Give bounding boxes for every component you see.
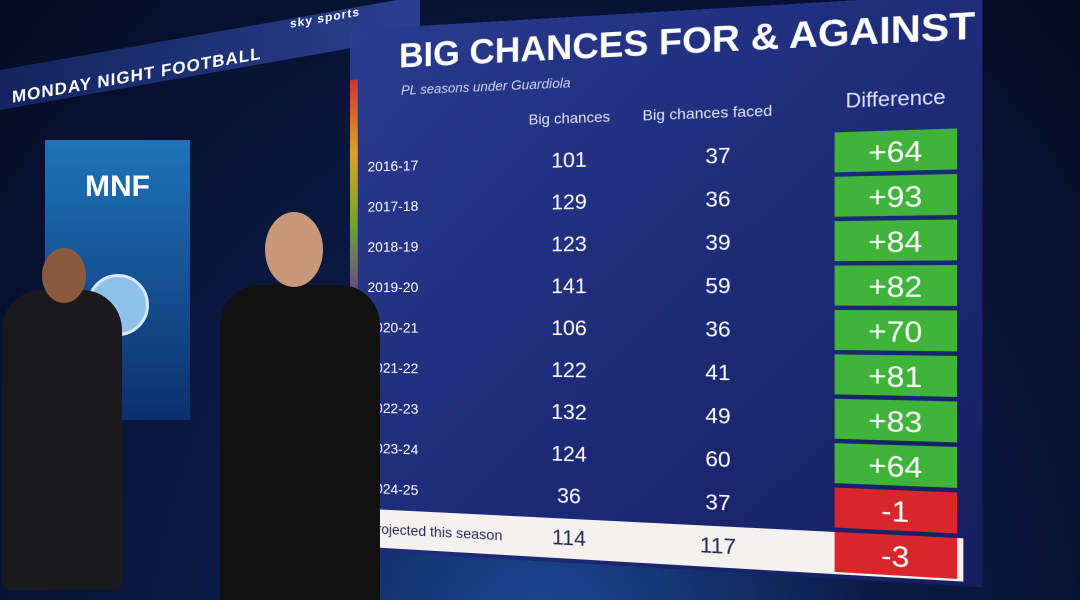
column-header: Big chances faced — [642, 101, 773, 124]
big-chances-faced: 49 — [705, 404, 731, 430]
pundit — [2, 290, 122, 590]
difference: +81 — [834, 354, 958, 397]
presenter-head — [265, 212, 323, 287]
presenter — [220, 285, 380, 600]
big-chances-faced: 117 — [699, 533, 737, 560]
difference: +83 — [834, 398, 958, 443]
accent-stripe — [350, 79, 358, 301]
big-chances-faced: 59 — [705, 274, 731, 299]
big-chances: 132 — [551, 400, 587, 425]
season-label: 2018-19 — [367, 238, 419, 255]
difference: +84 — [834, 219, 958, 262]
subtitle: PL seasons under Guardiola — [401, 74, 571, 98]
season-label: 2024-25 — [367, 479, 419, 499]
big-chances-faced: 37 — [705, 144, 731, 169]
channel: sky sports — [289, 4, 360, 31]
difference: +64 — [834, 128, 958, 173]
difference: +82 — [834, 264, 958, 306]
show-name: MONDAY NIGHT FOOTBALL — [12, 43, 262, 107]
difference: -1 — [834, 487, 958, 534]
column-header: Difference — [845, 85, 946, 113]
table-row: 2019-20 141 59 +82 — [360, 264, 964, 308]
big-chances: 124 — [551, 442, 587, 468]
big-chances-faced: 41 — [705, 361, 731, 386]
big-chances: 114 — [551, 526, 587, 552]
season-label: 2023-24 — [367, 439, 419, 458]
difference: +70 — [834, 309, 958, 352]
big-chances: 101 — [551, 148, 587, 173]
big-chances: 123 — [551, 233, 587, 257]
season-label: 2017-18 — [367, 197, 419, 215]
big-chances: 122 — [551, 359, 587, 383]
table-row: 2020-21 106 36 +70 — [360, 308, 964, 354]
big-chances-faced: 39 — [705, 231, 731, 256]
season-label: 2019-20 — [367, 278, 419, 296]
graphic-panel: BIG CHANCES FOR & AGAINST PL seasons und… — [350, 0, 983, 588]
big-chances-faced: 60 — [705, 447, 731, 473]
season-label: 2021-22 — [367, 359, 419, 377]
big-chances: 106 — [551, 317, 587, 341]
big-chances-faced: 36 — [705, 187, 731, 213]
difference: -3 — [834, 531, 958, 579]
difference: +64 — [834, 443, 958, 488]
pundit-head — [42, 248, 86, 303]
season-label: 2022-23 — [367, 399, 419, 417]
big-chances-faced: 37 — [705, 490, 731, 516]
mnf-logo: MNF — [85, 170, 150, 203]
big-chances: 129 — [551, 190, 587, 215]
table-row: 2018-19 123 39 +84 — [360, 219, 964, 266]
big-chances: 141 — [551, 275, 587, 299]
big-chances-faced: 36 — [705, 318, 731, 343]
difference: +93 — [834, 173, 958, 217]
big-chances: 36 — [557, 484, 581, 509]
season-label: Projected this season — [367, 519, 503, 544]
season-label: 2020-21 — [367, 319, 419, 336]
title: BIG CHANCES FOR & AGAINST — [399, 4, 976, 76]
season-label: 2016-17 — [367, 156, 419, 175]
